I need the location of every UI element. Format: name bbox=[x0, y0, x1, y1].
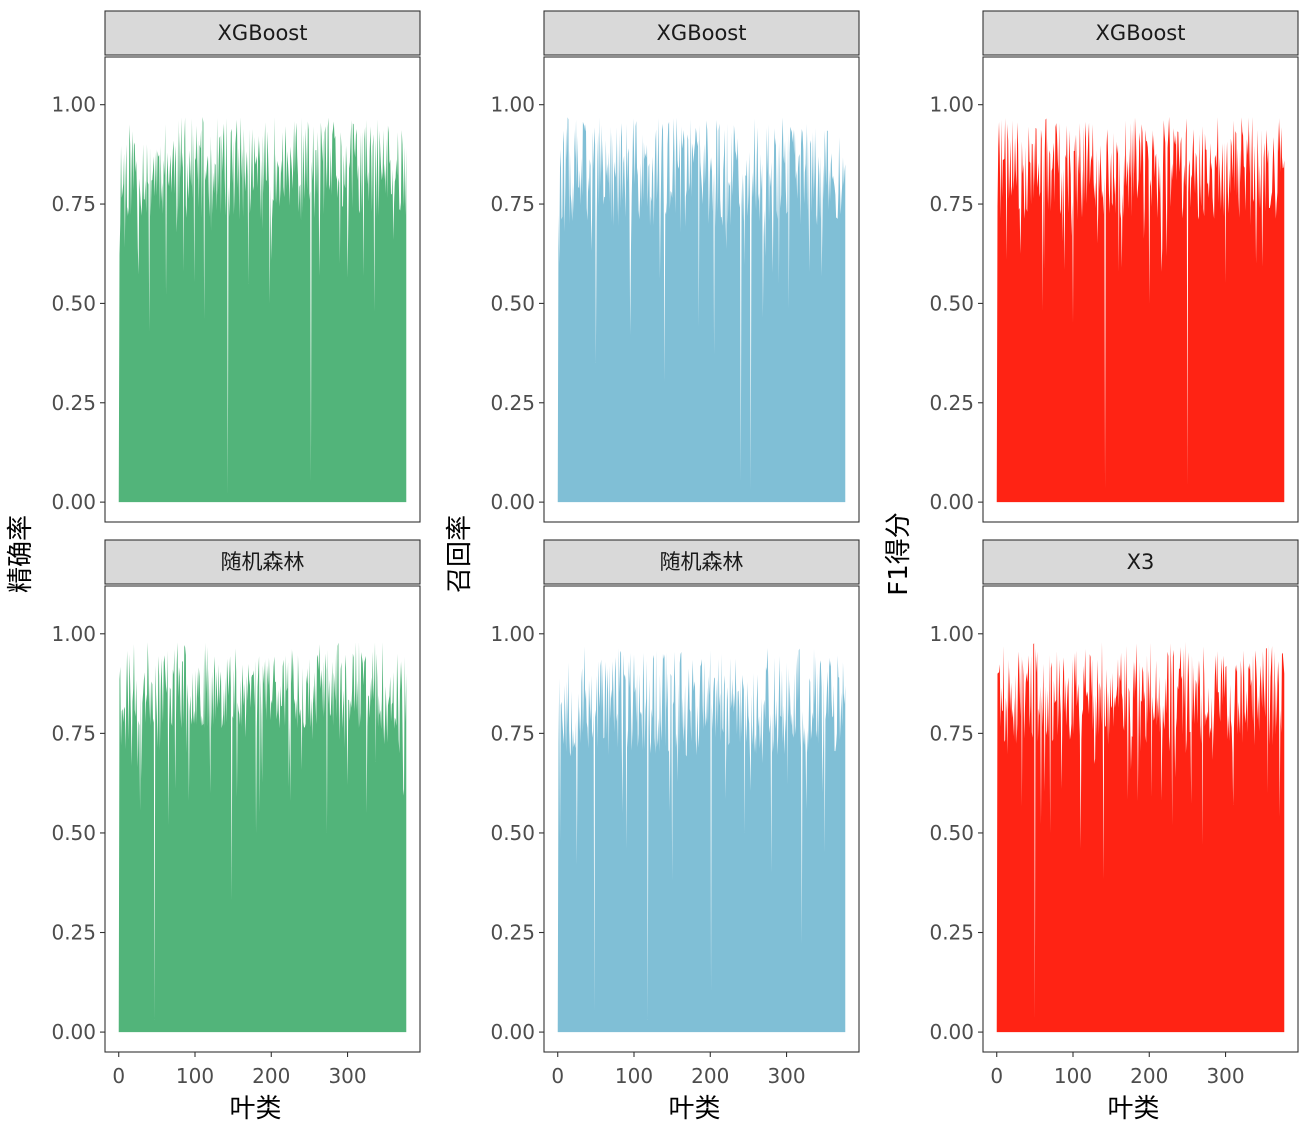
facet-strip-label: XGBoost bbox=[657, 21, 747, 45]
panel-border bbox=[982, 585, 1299, 1053]
y-tick-label: 0.25 bbox=[929, 921, 974, 945]
panel-3-2: X3 0.00 0.25 0.50 0.75 1.00 0 100 200 300 bbox=[929, 539, 1299, 1088]
y-tick-label: 0.50 bbox=[929, 821, 974, 845]
panel-border bbox=[982, 56, 1299, 523]
y-tick-label: 0.00 bbox=[490, 1020, 535, 1044]
panel-2-1: XGBoost 0.00 0.25 0.50 0.75 1.00 bbox=[490, 10, 860, 523]
area-series bbox=[996, 116, 1285, 503]
x-axis-title: 叶类 bbox=[1107, 1094, 1159, 1124]
x-tick-label: 200 bbox=[252, 1064, 290, 1088]
panel-border bbox=[104, 56, 421, 523]
x-axis-title: 叶类 bbox=[229, 1094, 281, 1124]
x-tick-label: 300 bbox=[767, 1064, 805, 1088]
y-tick-label: 1.00 bbox=[51, 93, 96, 117]
facet-strip bbox=[104, 539, 421, 585]
y-tick-label: 0.25 bbox=[51, 921, 96, 945]
y-tick-label: 0.75 bbox=[490, 721, 535, 745]
facet-strip bbox=[982, 539, 1299, 585]
x-tick-label: 100 bbox=[615, 1064, 653, 1088]
facet-strip bbox=[982, 10, 1299, 56]
facet-strip-label: XGBoost bbox=[1096, 21, 1186, 45]
y-tick-label: 0.00 bbox=[51, 1020, 96, 1044]
panel-1-1: XGBoost 0.00 0.25 0.50 0.75 1.00 bbox=[51, 10, 421, 523]
area-series bbox=[557, 646, 846, 1033]
y-tick-label: 0.50 bbox=[490, 821, 535, 845]
x-tick-label: 0 bbox=[551, 1064, 564, 1088]
y-tick-label: 0.75 bbox=[51, 192, 96, 216]
y-tick-label: 0.75 bbox=[929, 192, 974, 216]
y-tick-label: 0.00 bbox=[929, 490, 974, 514]
y-axis-title: 精确率 bbox=[6, 515, 36, 593]
area-series bbox=[996, 641, 1285, 1033]
x-tick-label: 0 bbox=[112, 1064, 125, 1088]
y-tick-label: 1.00 bbox=[490, 93, 535, 117]
y-tick-label: 0.00 bbox=[51, 490, 96, 514]
y-tick-label: 1.00 bbox=[929, 622, 974, 646]
x-tick-label: 300 bbox=[328, 1064, 366, 1088]
y-tick-label: 0.25 bbox=[490, 921, 535, 945]
x-tick-label: 100 bbox=[1054, 1064, 1092, 1088]
x-tick-label: 100 bbox=[176, 1064, 214, 1088]
panel-1-2: 随机森林 0.00 0.25 0.50 0.75 1.00 0 100 200 300 bbox=[51, 539, 421, 1088]
x-tick-label: 200 bbox=[1130, 1064, 1168, 1088]
y-tick-label: 0.50 bbox=[929, 291, 974, 315]
facet-strip-label: X3 bbox=[1127, 550, 1155, 574]
y-tick-label: 0.75 bbox=[490, 192, 535, 216]
y-tick-label: 0.75 bbox=[929, 721, 974, 745]
x-tick-label: 200 bbox=[691, 1064, 729, 1088]
facet-strip-label: XGBoost bbox=[218, 21, 308, 45]
y-tick-label: 0.00 bbox=[929, 1020, 974, 1044]
panel-border bbox=[543, 56, 860, 523]
y-tick-label: 0.75 bbox=[51, 721, 96, 745]
facet-strip bbox=[543, 539, 860, 585]
y-axis-title: F1得分 bbox=[884, 512, 914, 596]
y-tick-label: 0.25 bbox=[51, 391, 96, 415]
area-series bbox=[118, 641, 407, 1033]
y-tick-label: 0.00 bbox=[490, 490, 535, 514]
facet-strip-label: 随机森林 bbox=[660, 550, 744, 574]
y-axis-title: 召回率 bbox=[445, 515, 475, 593]
x-tick-label: 300 bbox=[1206, 1064, 1244, 1088]
panel-border bbox=[104, 585, 421, 1053]
y-tick-label: 0.25 bbox=[490, 391, 535, 415]
facet-strip-label: 随机森林 bbox=[221, 550, 305, 574]
y-tick-label: 1.00 bbox=[490, 622, 535, 646]
x-axis-title: 叶类 bbox=[668, 1094, 720, 1124]
facet-strip bbox=[104, 10, 421, 56]
area-series bbox=[557, 117, 846, 503]
y-tick-label: 0.25 bbox=[929, 391, 974, 415]
y-tick-label: 0.50 bbox=[51, 291, 96, 315]
panel-border bbox=[543, 585, 860, 1053]
y-tick-label: 0.50 bbox=[51, 821, 96, 845]
panel-2-2: 随机森林 0.00 0.25 0.50 0.75 1.00 0 100 200 300 bbox=[490, 539, 860, 1088]
y-tick-label: 1.00 bbox=[51, 622, 96, 646]
facet-strip bbox=[543, 10, 860, 56]
panel-3-1: XGBoost 0.00 0.25 0.50 0.75 1.00 bbox=[929, 10, 1299, 523]
x-tick-label: 0 bbox=[990, 1064, 1003, 1088]
area-series bbox=[118, 116, 407, 503]
y-tick-label: 0.50 bbox=[490, 291, 535, 315]
y-tick-label: 1.00 bbox=[929, 93, 974, 117]
